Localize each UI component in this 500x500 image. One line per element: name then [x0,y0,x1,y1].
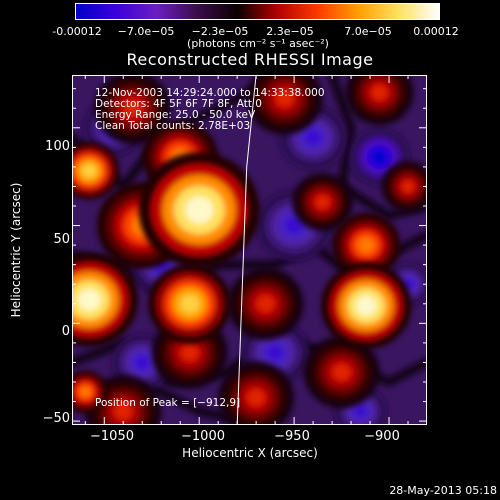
plot-area [72,75,427,425]
emission-source [381,161,427,212]
colorbar-units: (photons cm⁻² s⁻¹ asec⁻²) [187,37,329,50]
x-tick-label: −1050 [90,429,134,444]
plot-frame [72,75,427,425]
emission-source [148,264,232,344]
peak-annotation: Position of Peak = [−912,9] [95,397,241,409]
emission-source [303,336,380,409]
emission-source [94,75,171,145]
heatmap-svg [72,75,427,425]
annotation-detectors: Detectors: 4F 5F 6F 7F 8F, Att 0 [95,98,262,110]
x-axis-label: Heliocentric X (arcsec) [182,446,318,460]
emission-source [138,152,260,268]
emission-source [72,370,108,414]
y-tick-label: 100 [45,139,70,154]
y-axis-label: Heliocentric Y (arcsec) [9,182,23,318]
emission-source [227,267,304,340]
colorbar-tick: −7.0e−05 [117,25,175,38]
colorbar-tick: 7.0e−05 [344,25,392,38]
y-tick-label: −50 [42,411,70,426]
emission-source [332,212,401,278]
colorbar-tick: 0.00012 [413,25,459,38]
colorbar-tick: 2.3e−05 [266,25,314,38]
emission-source [320,262,412,349]
y-tick-label: 50 [53,232,70,247]
datestamp: 28-May-2013 05:18 [389,484,497,497]
x-tick-label: −900 [364,429,400,444]
emission-source [218,361,294,425]
emission-source [246,75,323,135]
x-tick-label: −950 [274,429,310,444]
emission-source [72,141,120,200]
y-tick-label: 0 [61,324,70,339]
annotation-counts: Clean Total counts: 2.78E+03 [95,120,251,132]
solar-limb-line [236,75,257,425]
emission-source [345,75,414,126]
x-tick-label: −1000 [181,429,225,444]
emission-source [292,173,353,231]
colorbar-tick: -0.00012 [52,25,102,38]
emission-source [72,253,139,347]
colorbar-tick: −2.3e−05 [191,25,249,38]
chart-title: Reconstructed RHESSI Image [126,50,374,69]
colorbar [75,3,440,20]
annotation-energy: Energy Range: 25.0 - 50.0 keV [95,109,256,121]
annotation-time: 12-Nov-2003 14:29:24.000 to 14:33:38.000 [95,87,325,99]
